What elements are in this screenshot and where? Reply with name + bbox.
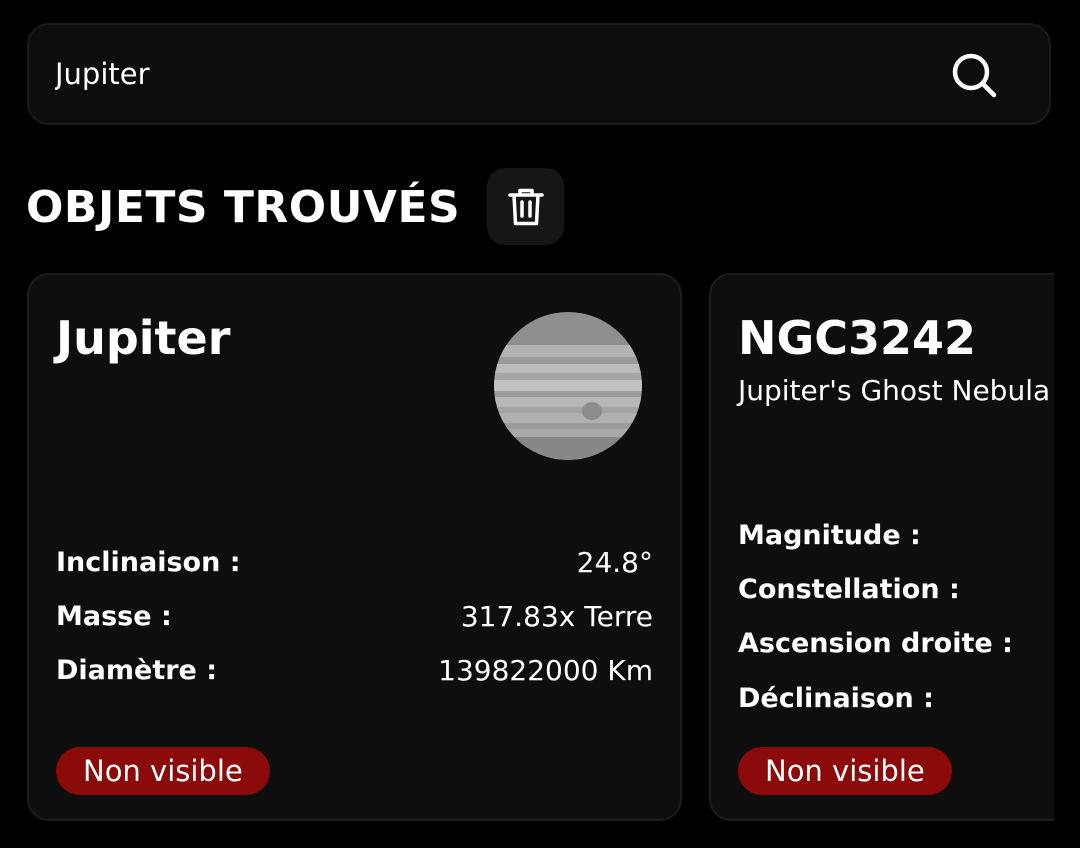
search-icon[interactable] bbox=[950, 51, 1000, 101]
status-badge: Non visible bbox=[738, 747, 952, 795]
field-row-declination: Déclinaison : bbox=[738, 679, 1080, 719]
card-title: NGC3242 bbox=[738, 311, 977, 365]
section-title: OBJETS TROUVÉS bbox=[26, 182, 461, 233]
status-badge: Non visible bbox=[56, 747, 270, 795]
trash-icon bbox=[507, 188, 544, 225]
field-label: Diamètre : bbox=[56, 655, 218, 686]
field-label: Ascension droite : bbox=[738, 628, 1013, 659]
result-card-jupiter[interactable]: Jupiter bbox=[27, 273, 682, 821]
search-input[interactable] bbox=[55, 25, 915, 123]
field-label: Déclinaison : bbox=[738, 683, 934, 714]
scroll-edge-mask bbox=[1054, 260, 1080, 848]
field-label: Constellation : bbox=[738, 574, 960, 605]
card-title: Jupiter bbox=[56, 311, 231, 365]
field-label: Masse : bbox=[56, 601, 172, 632]
search-bar bbox=[27, 23, 1051, 125]
field-row-inclination: Inclinaison : 24.8° bbox=[56, 543, 653, 583]
field-row-right-ascension: Ascension droite : bbox=[738, 624, 1080, 664]
field-row-diameter: Diamètre : 139822000 Km bbox=[56, 651, 653, 691]
field-label: Magnitude : bbox=[738, 520, 921, 551]
field-row-constellation: Constellation : bbox=[738, 570, 1080, 610]
field-row-mass: Masse : 317.83x Terre bbox=[56, 597, 653, 637]
field-label: Inclinaison : bbox=[56, 547, 241, 578]
field-value: 24.8° bbox=[576, 546, 653, 579]
field-value: 139822000 Km bbox=[438, 654, 653, 687]
delete-results-button[interactable] bbox=[487, 168, 564, 245]
card-subtitle: Jupiter's Ghost Nebula bbox=[738, 374, 1051, 407]
field-row-magnitude: Magnitude : bbox=[738, 516, 1080, 556]
result-card-ngc3242[interactable]: NGC3242 Jupiter's Ghost Nebula Magnitude… bbox=[709, 273, 1080, 821]
field-value: 317.83x Terre bbox=[460, 600, 653, 633]
jupiter-image bbox=[494, 312, 642, 460]
